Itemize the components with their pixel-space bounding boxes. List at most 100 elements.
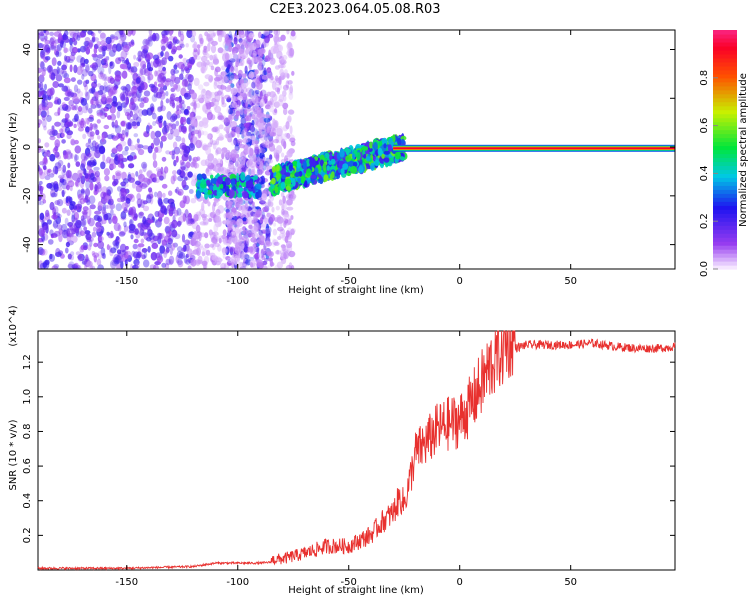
spectrogram-cell — [103, 57, 107, 64]
spectrogram-cell — [172, 206, 176, 212]
spectrogram-cell — [79, 180, 85, 189]
spectrogram-cell — [261, 59, 266, 67]
spectrogram-cell — [208, 218, 213, 222]
spectrogram-cell — [91, 36, 96, 43]
spectrogram-cell — [190, 35, 196, 43]
spectrogram-cell — [180, 125, 187, 133]
spectrogram-cell — [85, 142, 90, 148]
spectrogram-cell — [65, 241, 70, 248]
spectrogram-cell — [250, 82, 254, 90]
spectrogram-cell — [207, 37, 214, 44]
colorbar-step — [713, 125, 737, 131]
spectrogram-cell — [147, 145, 153, 154]
spectrogram-cell — [280, 34, 286, 41]
spectrogram-cell — [283, 220, 287, 228]
snr-xtick-label: 0 — [457, 577, 463, 588]
spectrogram-cell — [169, 79, 174, 87]
spectrogram-cell — [95, 175, 101, 185]
spectrogram-cell — [88, 70, 94, 77]
spectrogram-cell — [207, 142, 213, 148]
spectrogram-cell — [109, 61, 113, 67]
spectrogram-cell — [230, 66, 235, 73]
spectrogram-cell — [187, 83, 192, 91]
colorbar-step — [713, 189, 737, 194]
spectrogram-cell — [242, 217, 247, 222]
colorbar-step — [713, 101, 737, 107]
spectrogram-cell — [38, 30, 44, 35]
spectrogram-cell — [259, 48, 265, 54]
spectrogram-cell — [139, 75, 146, 84]
colorbar-step — [713, 53, 737, 59]
spectrogram-cell — [85, 91, 90, 101]
spectrogram-cell — [266, 69, 272, 75]
spectrogram-cell — [280, 181, 286, 190]
spectrogram-cell — [47, 129, 54, 136]
spectrogram-cell — [38, 119, 43, 125]
spectrogram-cell — [213, 81, 218, 90]
spectrogram-cell — [135, 253, 141, 261]
spectrogram-cell — [291, 178, 296, 187]
spectrogram-cell — [173, 159, 177, 167]
spectrogram-cell — [161, 262, 167, 268]
spectrogram-cell — [276, 216, 284, 224]
spectrogram-cell — [93, 242, 98, 248]
spectrogram-cell — [80, 188, 85, 194]
spectrogram-cell — [71, 210, 76, 220]
spectrogram-cell — [245, 101, 249, 108]
spectrogram-cell — [264, 217, 268, 225]
spectrogram-cell — [87, 30, 93, 35]
spectrogram-cell — [97, 66, 105, 75]
spectrogram-cell — [61, 70, 68, 79]
spectrogram-cell — [90, 146, 98, 152]
spectrogram-cell — [175, 254, 180, 264]
spectrogram-cell — [276, 87, 280, 95]
spectrogram-cell — [236, 61, 243, 67]
colorbar-step — [713, 157, 737, 163]
spectrogram-cell — [107, 44, 114, 50]
spectrogram-cell — [40, 229, 46, 237]
spectrogram-cell — [177, 221, 182, 227]
spectrogram-cell — [168, 122, 173, 127]
spectrogram-cell — [132, 216, 138, 221]
spectrogram-cell — [174, 209, 179, 217]
spectrogram-cell — [43, 165, 47, 171]
spectrogram-cell — [205, 249, 211, 256]
spectrogram-cell — [81, 190, 86, 195]
spectrogram-cell — [222, 220, 227, 225]
spectrogram-cell — [158, 233, 163, 240]
spectrogram-cell — [288, 164, 293, 172]
spectrogram-cell — [112, 174, 116, 181]
spectrogram-cell — [241, 243, 245, 250]
spectrogram-cell — [127, 62, 132, 70]
spectrogram-cell — [136, 138, 140, 144]
spectrogram-cell — [263, 160, 267, 166]
spectrogram-cell — [107, 204, 114, 210]
spectrogram-cell — [99, 107, 105, 116]
spectrogram-cell — [55, 142, 60, 148]
spectrogram-cell — [205, 146, 212, 156]
spectrogram-cell — [171, 154, 176, 160]
spectrogram-cell — [194, 240, 201, 247]
spectrogram-cell — [111, 121, 115, 128]
spectrogram-cell — [290, 215, 294, 220]
spectrogram-cell — [212, 31, 217, 37]
spectrogram-cell — [75, 180, 79, 187]
spectrogram-cell — [197, 84, 204, 90]
spectrogram-cell — [213, 102, 217, 110]
spectrogram-cell — [245, 258, 252, 266]
spectrogram-cell — [57, 60, 62, 66]
spectrogram-cell — [121, 40, 125, 48]
spectrogram-cell — [139, 67, 144, 77]
spectrogram-cell — [134, 143, 141, 151]
spectrogram-cell — [61, 178, 67, 186]
spectrogram-cell — [204, 74, 212, 80]
spectrogram-cell — [105, 204, 109, 210]
spectrogram-cell — [276, 249, 280, 255]
spectrogram-cell — [40, 90, 45, 96]
spectrogram-cell — [230, 256, 236, 263]
spectrogram-cell — [342, 163, 349, 170]
colorbar-step — [713, 205, 737, 210]
spectrogram-cell — [191, 221, 199, 230]
spectrogram-cell — [160, 166, 164, 175]
spectrogram-cell — [59, 128, 64, 134]
